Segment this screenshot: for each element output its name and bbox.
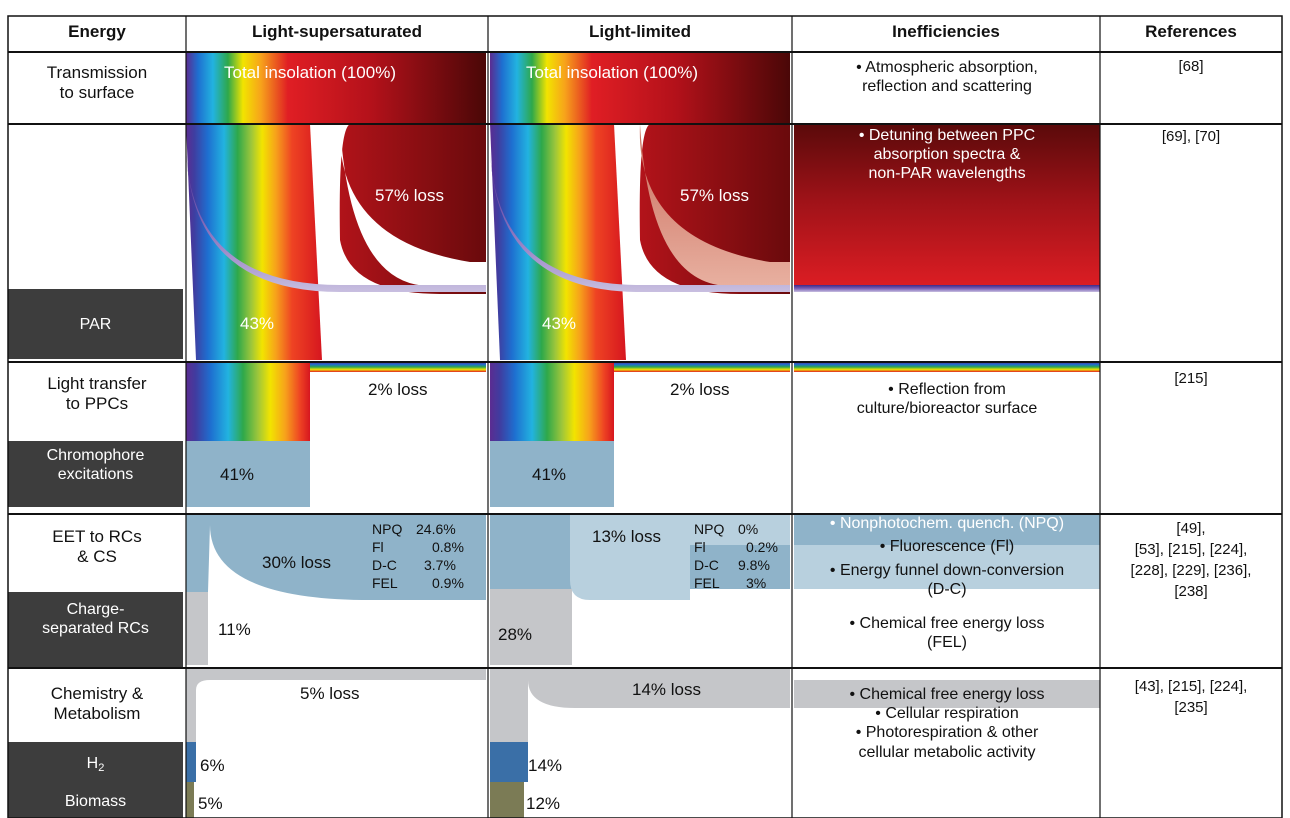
ss-eet-breakdown: NPQ 24.6% Fl 0.8% D-C 3.7% FEL 0.9%: [372, 520, 464, 592]
ll-fl-row: Fl 0.2%: [694, 539, 778, 555]
header-light-limited: Light-limited: [589, 22, 691, 41]
ineff-down-conversion: • Energy funnel down-conversion (D-C): [829, 562, 1065, 599]
ss-fel-row: FEL 0.9%: [372, 575, 464, 591]
ll-biomass-value: 12%: [526, 794, 561, 813]
ref-par: [69], [70]: [1161, 128, 1221, 145]
ll-h2-value: 14%: [528, 756, 563, 775]
ll-chem-loss: 14% loss: [632, 680, 701, 699]
ll-transfer-loss: 2% loss: [670, 380, 730, 399]
ref-transfer: [215]: [1174, 370, 1208, 387]
ineff-chemistry: • Chemical free energy loss • Cellular r…: [849, 686, 1045, 761]
ineff-free-energy-loss: • Chemical free energy loss (FEL): [849, 615, 1045, 652]
stage-chemistry-label: Chemistry & Metabolism: [50, 684, 144, 724]
ss-biomass-value: 5%: [198, 794, 223, 813]
ref-transmission: [68]: [1178, 58, 1204, 75]
ss-par-value: 43%: [240, 314, 275, 333]
ll-eet-loss: 13% loss: [592, 527, 661, 546]
stage-eet-label: EET to RCs & CS: [52, 527, 142, 567]
header-inefficiencies: Inefficiencies: [892, 22, 1000, 41]
ss-fl-row: Fl 0.8%: [372, 539, 464, 555]
ss-excitations-value: 41%: [220, 465, 255, 484]
stage-par-label: PAR: [79, 316, 112, 333]
stage-h2-label: H2: [86, 755, 105, 774]
ss-eet-loss: 30% loss: [262, 553, 331, 572]
ll-par-value: 43%: [542, 314, 577, 333]
ll-par-loss: 57% loss: [680, 186, 749, 205]
header-references: References: [1145, 22, 1237, 41]
stage-transmission-label: Transmission to surface: [46, 63, 148, 103]
stage-charge-separated-label: Charge- separated RCs: [42, 601, 149, 638]
stage-light-transfer-label: Light transfer to PPCs: [47, 374, 147, 414]
ss-h2-value: 6%: [200, 756, 225, 775]
ll-fel-row: FEL 3%: [694, 575, 767, 591]
ineff-transfer: • Reflection from culture/bioreactor sur…: [856, 381, 1038, 418]
header-energy: Energy: [68, 22, 126, 41]
ineff-par: • Detuning between PPC absorption spectr…: [858, 127, 1036, 183]
ineff-npq: • Nonphotochem. quench. (NPQ): [829, 515, 1065, 532]
ref-chemistry: [43], [215], [224], [235]: [1134, 678, 1248, 716]
ll-npq-row: NPQ 0%: [694, 521, 759, 537]
stage-chromophore-label: Chromophore excitations: [46, 447, 145, 484]
ineff-fluorescence: • Fluorescence (Fl): [879, 538, 1015, 555]
ss-chem-loss: 5% loss: [300, 684, 360, 703]
ss-npq-row: NPQ 24.6%: [372, 521, 456, 537]
ll-eet-breakdown: NPQ 0% Fl 0.2% D-C 9.8% FEL 3%: [694, 520, 778, 592]
ss-total-insolation: Total insolation (100%): [224, 63, 396, 82]
ss-transfer-loss: 2% loss: [368, 380, 428, 399]
ll-dc-row: D-C 9.8%: [694, 557, 770, 573]
ll-excitations-value: 41%: [532, 465, 567, 484]
header-light-supersaturated: Light-supersaturated: [251, 22, 423, 41]
stage-biomass-label: Biomass: [64, 793, 127, 810]
ss-dc-row: D-C 3.7%: [372, 557, 456, 573]
ineff-transmission: • Atmospheric absorption, reflection and…: [856, 59, 1038, 96]
ll-total-insolation: Total insolation (100%): [526, 63, 698, 82]
ss-par-loss: 57% loss: [375, 186, 444, 205]
ss-charge-separated-value: 11%: [218, 620, 251, 639]
ref-eet: [49], [53], [215], [224], [228], [229], …: [1130, 520, 1252, 600]
ll-charge-separated-value: 28%: [498, 625, 533, 644]
